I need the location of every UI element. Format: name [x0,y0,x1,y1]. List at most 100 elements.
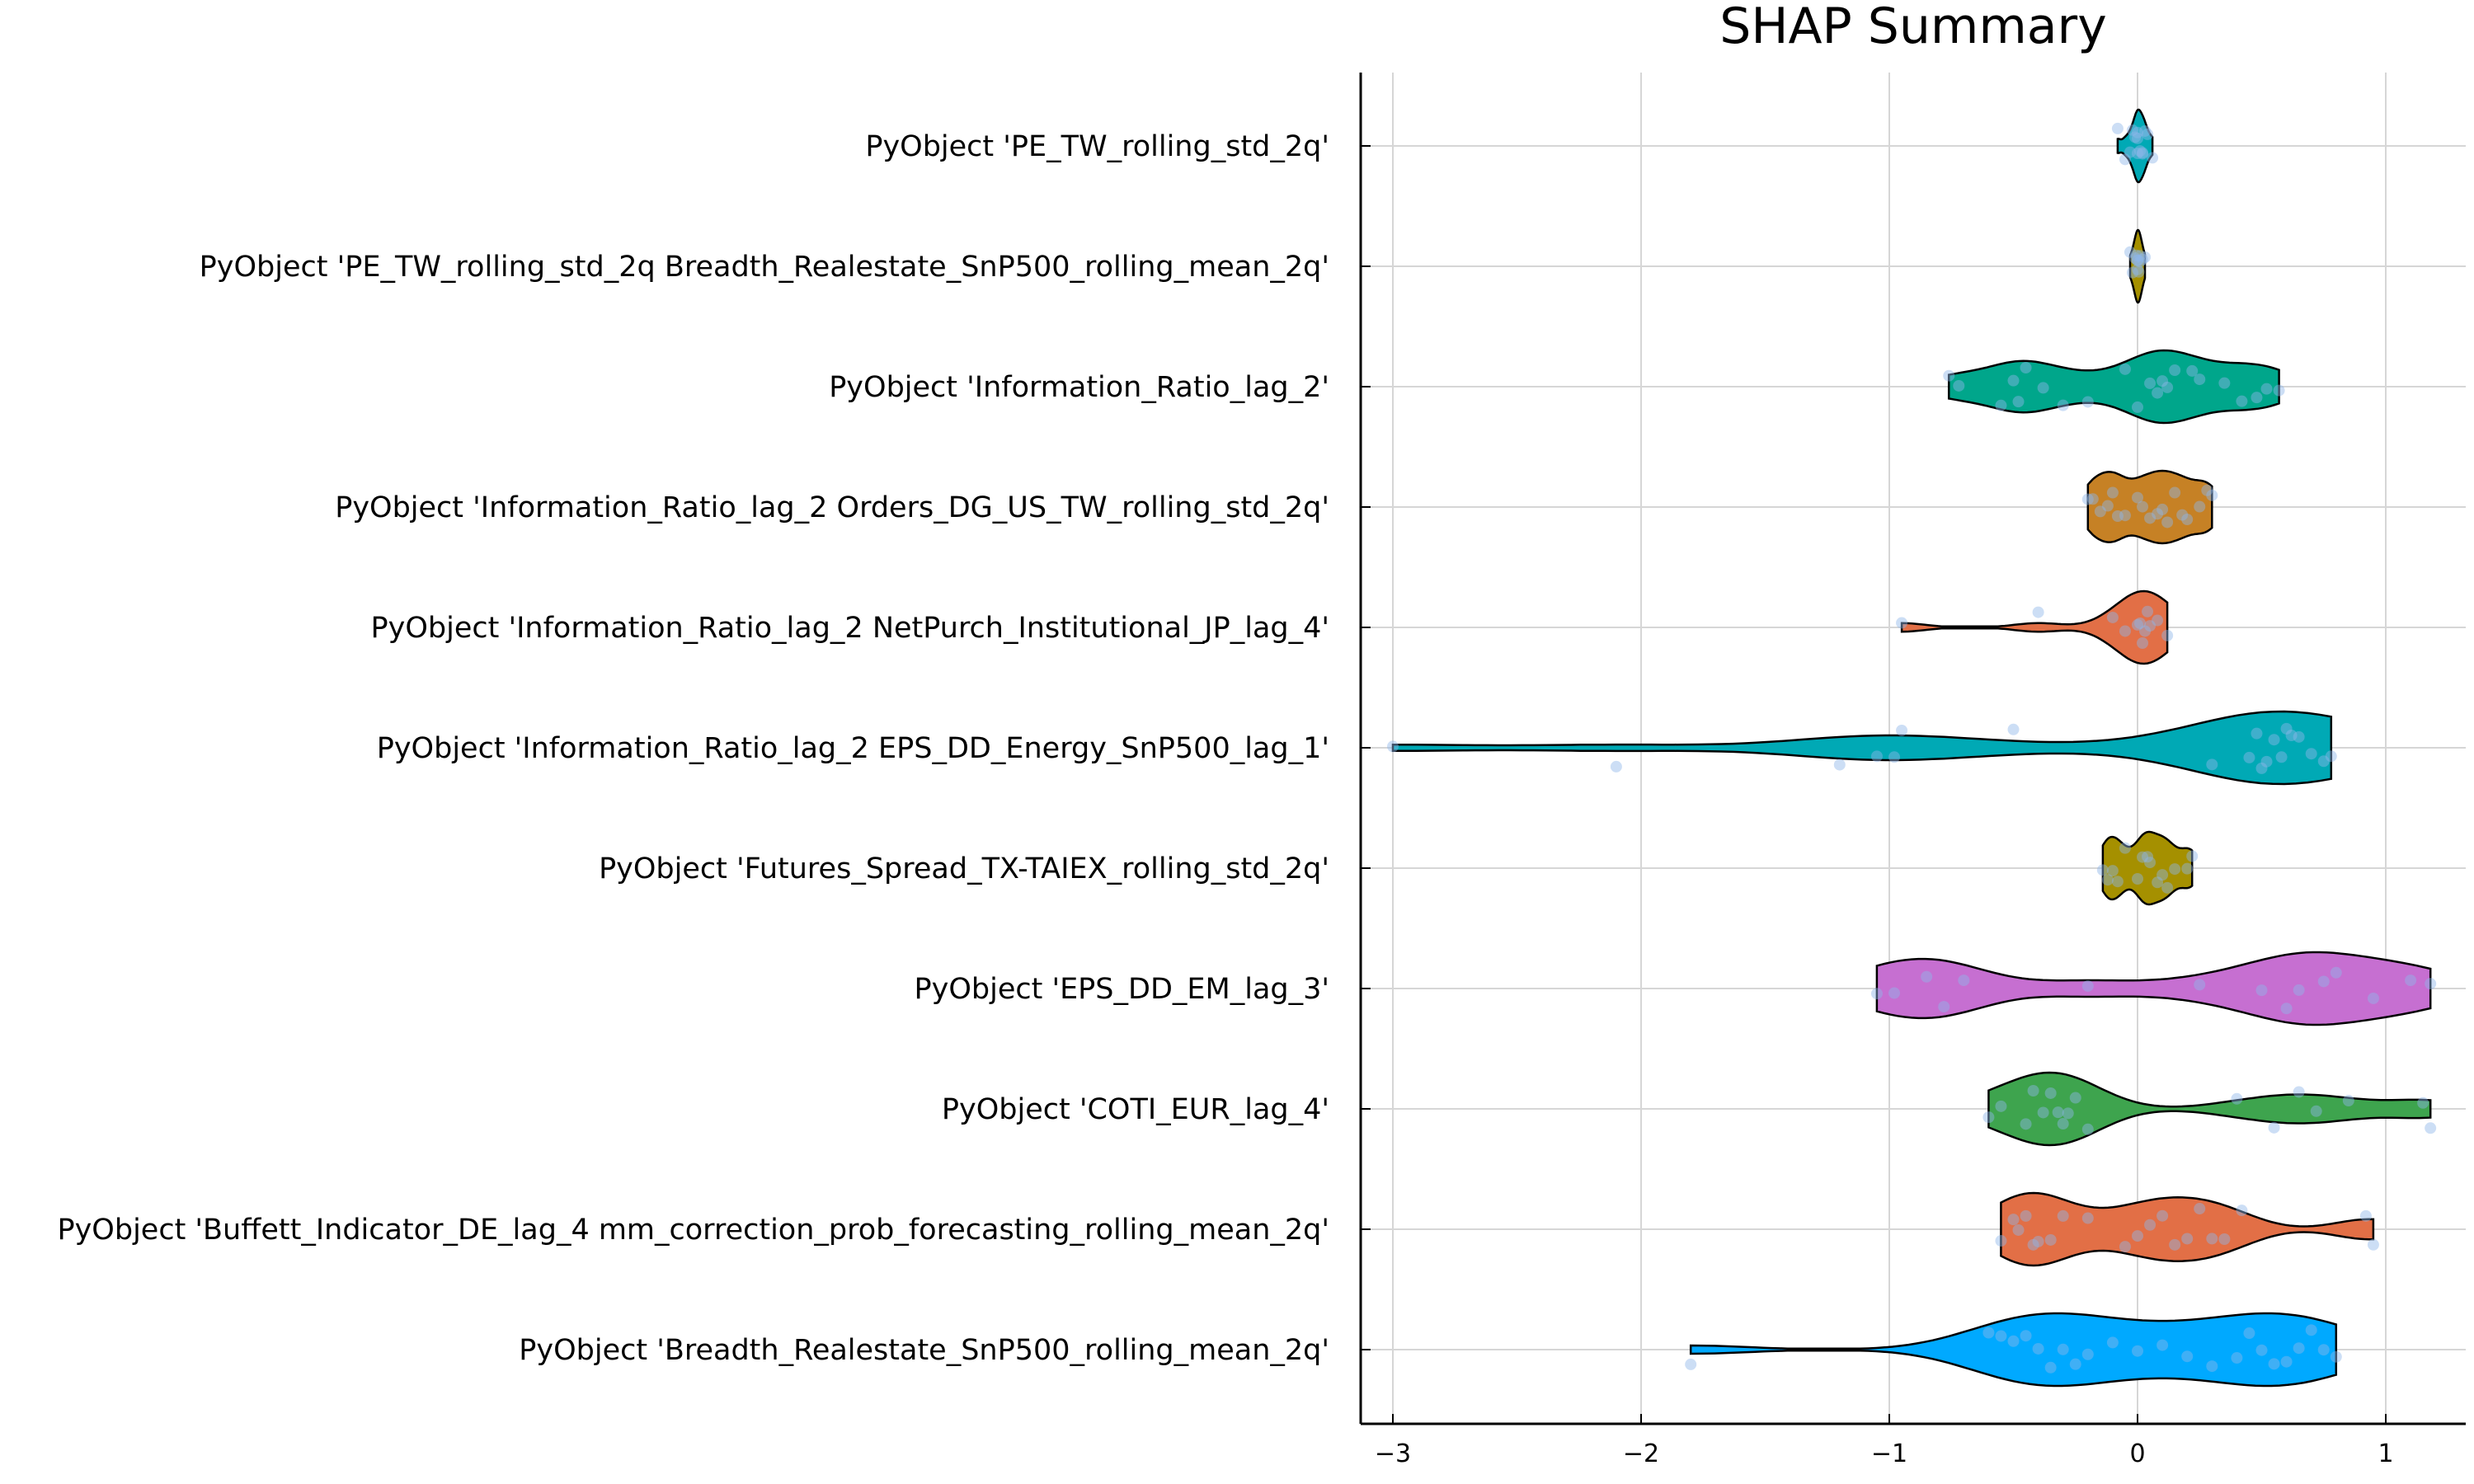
data-point [2236,395,2248,407]
data-point [2169,1238,2181,1251]
data-point [2132,126,2143,139]
data-point [2194,373,2206,386]
data-point [2157,1339,2169,1351]
data-point [2020,361,2032,373]
data-point [2367,1238,2379,1251]
data-point [2106,1336,2119,1349]
data-point [2027,1238,2039,1251]
data-point [2206,1360,2218,1373]
data-point [2132,1230,2143,1242]
data-point [2106,611,2119,623]
category-label: PyObject 'Breadth_Realestate_SnP500_roll… [519,1334,1329,1367]
data-point [2144,857,2157,869]
data-point [2081,1123,2094,1135]
data-point [1982,1327,1995,1339]
data-point [2044,1087,2057,1099]
data-point [2285,730,2298,742]
data-point [2275,751,2288,763]
data-point [2152,387,2164,399]
data-point [2280,1355,2293,1368]
data-point [2236,1205,2248,1217]
data-point [2161,516,2174,528]
data-point [2106,486,2119,499]
data-point [2268,1358,2280,1370]
data-point [2132,491,2143,504]
data-point [2081,1348,2094,1360]
data-point [2161,381,2174,393]
data-point [1995,399,2007,411]
violin-shape [1900,589,2169,665]
data-point [2052,1106,2064,1119]
data-point [2317,1344,2330,1356]
data-point [2126,266,2138,279]
x-tick-label: 1 [2378,1439,2393,1468]
category-label: PyObject 'EPS_DD_EM_lag_3' [915,973,1329,1006]
data-point [2124,146,2136,158]
data-point [2260,383,2273,395]
data-point [2124,246,2136,258]
data-point [2139,625,2152,637]
data-point [1943,369,1955,382]
data-point [2057,1118,2069,1130]
data-point [2132,147,2143,159]
category-label: PyObject 'COTI_EUR_lag_4' [942,1093,1329,1126]
data-point [2425,978,2437,990]
data-point [2325,750,2337,763]
data-point [2128,252,2141,265]
data-point [2086,493,2099,505]
data-point [2062,1107,2074,1120]
category-label: PyObject 'PE_TW_rolling_std_2q' [865,130,1329,163]
data-point [2126,124,2138,136]
violin-shape [1875,951,2432,1026]
data-point [2201,484,2213,496]
data-point [2057,399,2069,411]
data-point [2132,132,2143,144]
data-point [2169,364,2181,377]
category-label: PyObject 'PE_TW_rolling_std_2q Breadth_R… [200,251,1329,284]
data-point [2218,1233,2231,1246]
data-point [2280,1003,2293,1015]
data-point [2132,263,2143,275]
data-point [2137,636,2149,649]
data-point [1610,760,1622,773]
data-point [2144,512,2157,524]
data-point [2111,122,2124,134]
data-point [2317,975,2330,988]
data-point [2132,254,2143,266]
data-point [2132,872,2143,885]
violin-shape [2116,108,2154,184]
data-point [2157,503,2169,515]
jitter-points [1387,122,2437,1374]
data-point [2134,617,2147,629]
data-point [2020,1330,2032,1342]
data-point [1995,1100,2007,1112]
data-point [2206,1233,2218,1245]
data-point [2032,1342,2044,1355]
data-point [2020,1118,2032,1130]
data-point [2218,377,2231,389]
data-point [2260,755,2273,768]
data-point [2142,128,2154,140]
data-point [2020,1209,2032,1222]
data-point [2137,500,2149,513]
data-point [2142,851,2154,863]
category-label: PyObject 'Information_Ratio_lag_2 NetPur… [371,612,1329,645]
data-point [2119,153,2131,166]
data-point [2044,1233,2057,1246]
data-point [2293,1086,2305,1098]
x-tick-label: 0 [2129,1439,2145,1468]
data-point [1888,751,1901,763]
data-point [2342,1095,2354,1107]
chart-title: SHAP Summary [1719,0,2106,55]
data-point [2106,865,2119,877]
data-point [2243,1327,2255,1340]
data-point [2194,979,2206,991]
data-point [2359,1209,2372,1222]
data-point [2007,1214,2020,1226]
data-point [2186,850,2199,862]
data-point [2417,1097,2429,1109]
data-point [2157,869,2169,881]
data-point [2280,722,2293,735]
data-point [2128,131,2141,143]
